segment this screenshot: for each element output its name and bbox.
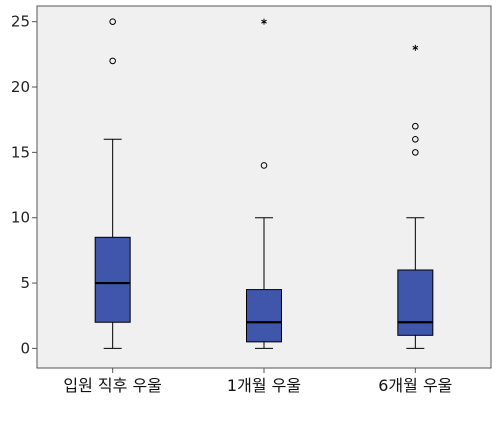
outlier-point <box>260 162 268 169</box>
x-category-label: 입원 직후 우울 <box>63 376 162 395</box>
outlier-point <box>109 18 116 25</box>
box-group <box>397 44 434 349</box>
x-category-label: 6개월 우울 <box>378 376 452 395</box>
extreme-point <box>412 44 419 51</box>
box-group <box>94 18 131 349</box>
extreme-point <box>261 18 267 25</box>
iqr-box <box>94 236 131 323</box>
y-tick-label: 20 <box>11 78 30 96</box>
x-category-label: 1개월 우울 <box>227 376 301 395</box>
box-group <box>246 18 282 349</box>
outlier-point <box>412 135 419 143</box>
y-tick-label: 0 <box>20 339 30 357</box>
outlier-point <box>109 57 116 65</box>
y-tick-label: 15 <box>11 143 30 161</box>
iqr-box <box>397 269 434 336</box>
outlier-point <box>412 122 419 130</box>
y-axis: 0 5 10 15 20 25 <box>11 13 37 357</box>
y-tick-label: 25 <box>11 13 30 31</box>
iqr-box <box>246 289 282 343</box>
outlier-point <box>412 149 419 156</box>
boxes-layer <box>94 18 434 349</box>
x-axis: 입원 직후 우울 1개월 우울 6개월 우울 <box>63 368 452 395</box>
y-tick-label: 5 <box>20 274 30 292</box>
y-tick-label: 10 <box>11 209 30 227</box>
